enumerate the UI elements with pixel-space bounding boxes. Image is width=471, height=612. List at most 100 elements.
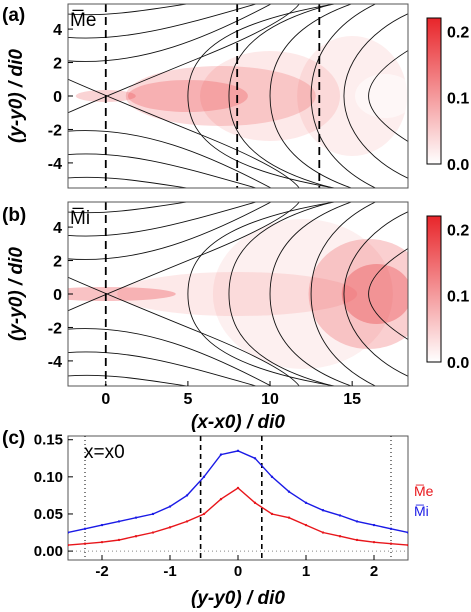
y-tick-label: 0.05 [34, 506, 63, 523]
open-field-line [68, 4, 258, 39]
series-point [355, 520, 359, 523]
series-point [304, 501, 308, 505]
closed-field-line [228, 4, 335, 188]
series-point [100, 540, 104, 544]
colorbar-tick-label: 0.1 [447, 289, 469, 306]
y-axis-label: (y-y0) / di0 [6, 247, 27, 341]
closed-field-line [343, 211, 408, 377]
legend-entry: M̅i [414, 503, 429, 519]
series-point [355, 538, 359, 542]
series-point [270, 475, 274, 479]
y-tick-label: 0 [53, 89, 62, 106]
open-field-line [68, 176, 190, 188]
series-point [321, 531, 325, 534]
inset-label: M̅i [70, 208, 90, 229]
series-point [287, 516, 291, 519]
closed-field-line [187, 202, 338, 386]
series-point [253, 457, 257, 460]
x-tick-label: -1 [163, 563, 176, 580]
x-axis-label: (y-y0) / di0 [191, 588, 285, 609]
panel-b-heatmap: M̅i 4 2 0 -2 -4 (y-y0) / di0 0 5 10 15 (x-x0) / di0… [6, 201, 469, 433]
inset-label: M̅e [70, 10, 96, 31]
colorbar-tick-label: 0.0 [447, 355, 469, 372]
x-axis-label: (x-x0) / di0 [191, 412, 285, 433]
heatmap-field [68, 4, 408, 188]
y-tick-label: 0.10 [34, 469, 63, 486]
closed-field-line [368, 248, 408, 340]
series-point [134, 516, 138, 519]
intensity-halo [212, 219, 393, 369]
y-tick-label: -2 [48, 122, 62, 139]
series-point [287, 490, 291, 493]
x-tick-label: -2 [95, 563, 108, 580]
panel-a-heatmap: M̅e 4 2 0 -2 -4 (y-y0) / di0 0.2 0.1 0.0 [6, 3, 469, 189]
y-tick-label: -2 [48, 320, 62, 337]
intensity-hole [355, 74, 408, 118]
open-field-line [68, 202, 272, 260]
xline-intensity [68, 287, 176, 301]
open-field-line [68, 202, 190, 214]
closed-field-line [368, 50, 408, 142]
separatrix-line [68, 202, 300, 312]
panel-c-label: (c) [2, 428, 25, 449]
intensity-wedge [125, 66, 316, 126]
series-point [219, 497, 223, 501]
island-intensity [308, 239, 408, 349]
separatrix-line [68, 4, 300, 114]
panel-a-label: (a) [2, 5, 25, 26]
open-field-line [68, 328, 272, 386]
intensity-sheet [117, 272, 358, 316]
heatmap-field [68, 202, 408, 386]
x-tick-label: 0 [101, 391, 110, 408]
series-point [185, 520, 189, 523]
series-point [168, 526, 172, 529]
x-tick-label: 2 [370, 563, 378, 580]
x-tick-label: 10 [261, 391, 279, 408]
x-tick-label: 0 [234, 563, 242, 580]
series-point [270, 512, 274, 516]
closed-field-line [310, 202, 377, 386]
series-point [68, 543, 70, 547]
open-field-line [68, 351, 258, 386]
series-point [253, 501, 257, 505]
series-point [321, 509, 325, 512]
separatrix-line [68, 78, 300, 188]
x-tick-label: 5 [183, 391, 192, 408]
series-point [68, 531, 70, 534]
series-point [185, 494, 189, 497]
island-core [341, 264, 408, 324]
series-point [236, 449, 240, 453]
series-point [389, 527, 393, 531]
closed-field-line [228, 202, 335, 386]
series-point [151, 512, 155, 516]
y-tick-label: 0 [53, 287, 62, 304]
series-point [117, 520, 121, 523]
open-field-line [68, 374, 190, 386]
series-point [338, 535, 342, 538]
series-point [389, 542, 393, 545]
panel-c-lineplot: 0.15 0.10 0.05 0.00 -2 -1 0 1 2 (y-y0) / di0 x=x0 M… [34, 432, 434, 609]
series-point [338, 514, 342, 517]
y-tick-label: 4 [53, 220, 62, 237]
closed-field-line [269, 4, 353, 188]
y-tick-label: 4 [53, 22, 62, 39]
heatmap-background [68, 202, 408, 386]
open-field-line [68, 4, 272, 62]
colorbar [426, 17, 442, 165]
closed-field-line [269, 202, 353, 386]
closed-field-line [310, 4, 377, 188]
series-point [304, 523, 308, 527]
y-tick-label: 0.00 [34, 543, 63, 560]
series-point [406, 543, 408, 547]
series-group [68, 449, 408, 547]
y-tick-label: -4 [48, 156, 62, 173]
series-point [117, 538, 121, 542]
colorbar [426, 215, 442, 363]
annotation-label: x=x0 [84, 442, 125, 463]
open-field-line [68, 202, 258, 237]
series-point [83, 542, 87, 545]
colorbar-tick-label: 0.2 [447, 222, 469, 239]
panel-b-label: (b) [2, 205, 26, 226]
series-point [219, 453, 223, 456]
open-field-line [68, 130, 272, 188]
